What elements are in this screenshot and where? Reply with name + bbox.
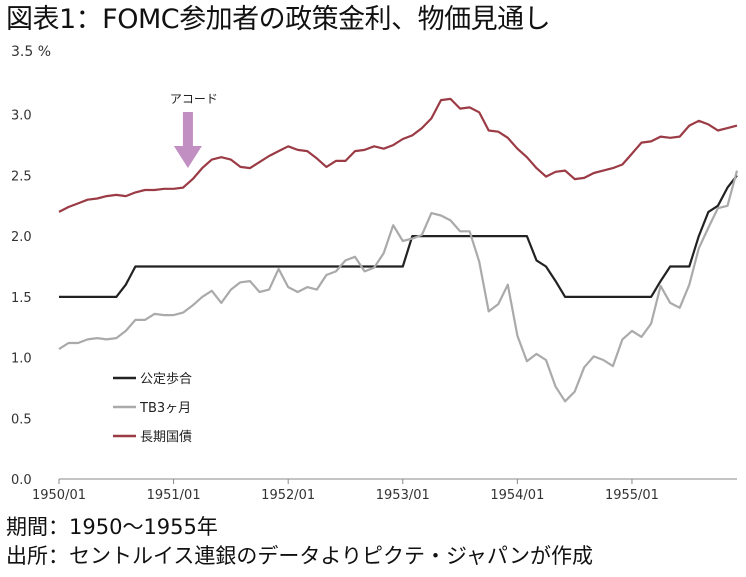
period-note: 期間：1950～1955年	[6, 515, 218, 539]
y-tick-label: 0.5	[11, 412, 32, 427]
chart-title: 図表1：FOMC参加者の政策金利、物価見通し	[6, 4, 551, 35]
y-tick-label: 1.5	[11, 291, 32, 306]
accord-annotation: アコード	[170, 92, 218, 168]
x-tick-label: 1954/01	[490, 488, 544, 503]
x-tick-label: 1953/01	[376, 488, 430, 503]
source-note: 出所：セントルイス連銀のデータよりピクテ・ジャパンが作成	[6, 544, 593, 568]
y-unit-label: 3.5 %	[11, 44, 52, 60]
legend-label: 長期国債	[140, 430, 192, 445]
y-tick-label: 0.0	[11, 473, 32, 488]
legend-label: TB3ヶ月	[139, 401, 191, 416]
y-tick-label: 1.0	[11, 352, 32, 367]
y-tick-label: 3.0	[11, 109, 32, 124]
chart-axes: 0.0 0.5 1.0 1.5 2.0 2.5 3.0 1950/01 1951/01 1952/…	[11, 109, 737, 503]
legend-label: 公定歩合	[140, 372, 192, 387]
series-line	[58, 170, 739, 403]
y-tick-label: 2.5	[11, 169, 32, 184]
accord-label: アコード	[170, 92, 218, 106]
series-line	[58, 97, 738, 213]
x-tick-label: 1950/01	[32, 488, 86, 503]
x-tick-label: 1951/01	[147, 488, 201, 503]
x-tick-label: 1955/01	[605, 488, 659, 503]
series-line	[59, 174, 738, 298]
x-tick-label: 1952/01	[261, 488, 315, 503]
chart-series	[58, 97, 739, 403]
y-tick-label: 2.0	[11, 230, 32, 245]
accord-arrow	[173, 112, 202, 168]
